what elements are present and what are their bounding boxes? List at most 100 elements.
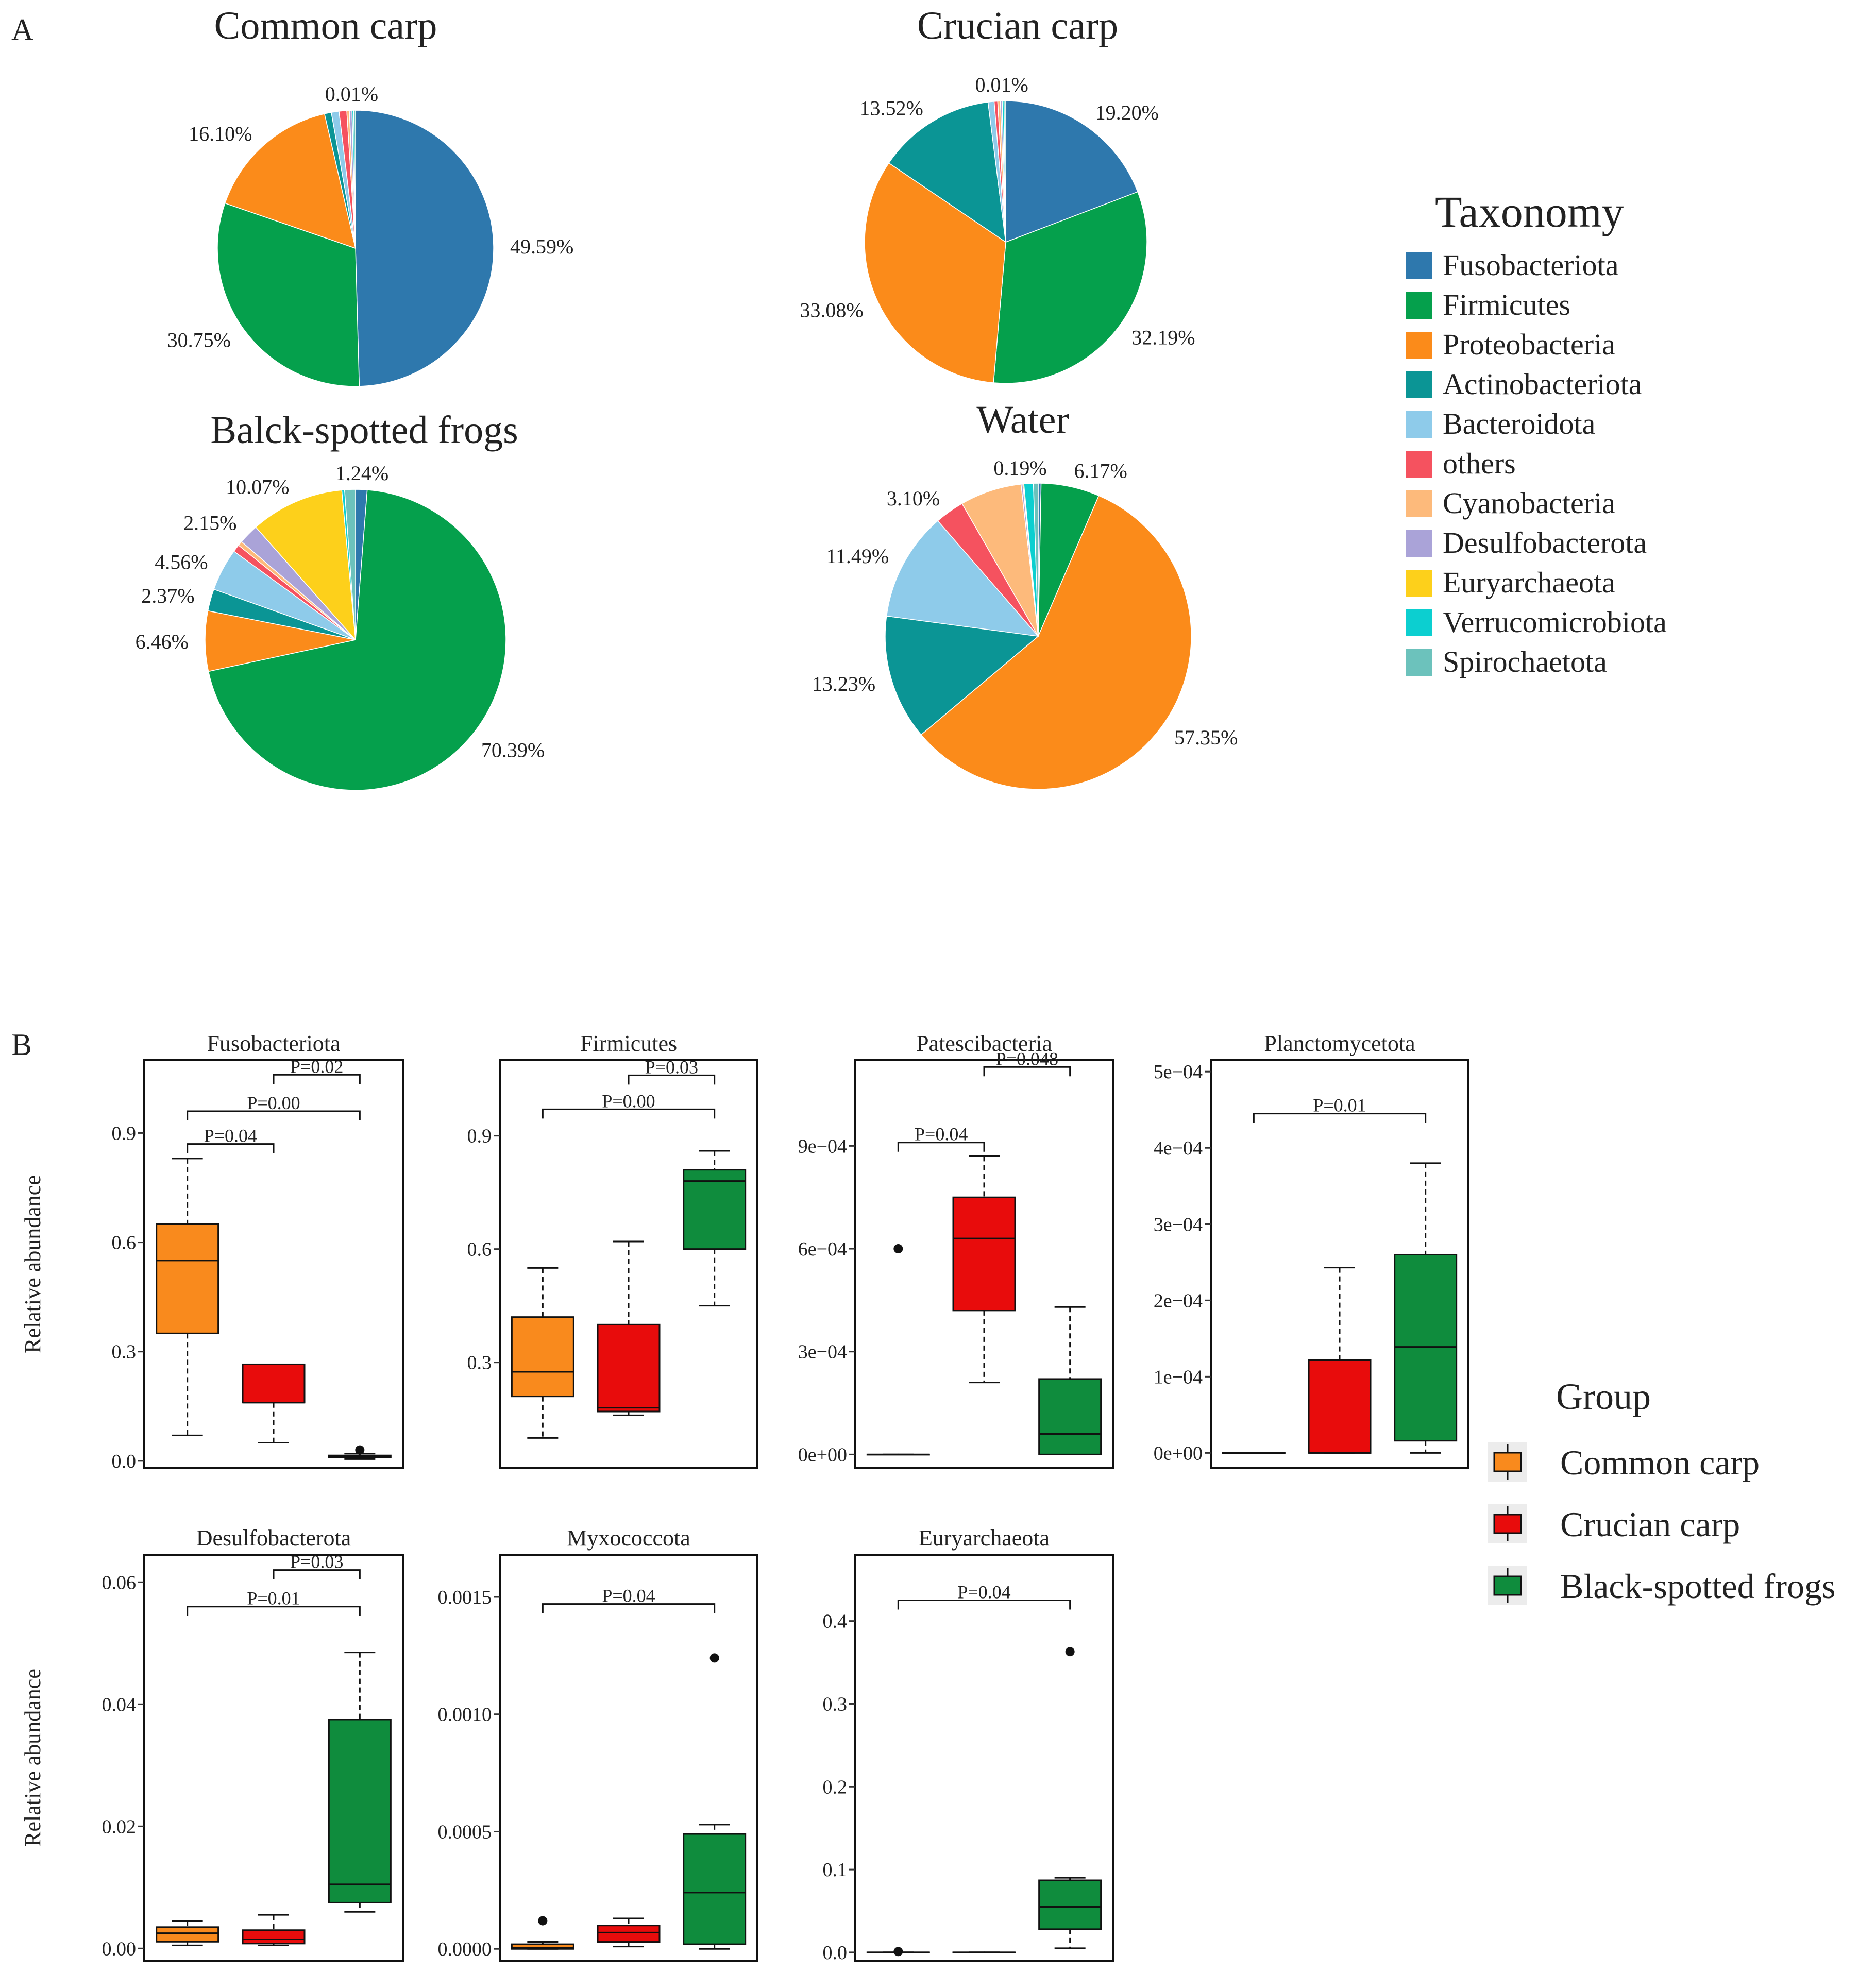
y-tick-label: 4e−04 xyxy=(1154,1137,1203,1159)
pie-slice-firmicutes xyxy=(208,489,506,791)
plot-frame xyxy=(143,1059,404,1469)
box-common-carp xyxy=(866,1947,930,1957)
box-black-spotted-frogs xyxy=(1394,1162,1458,1454)
boxplot-title: Desulfobacterota xyxy=(196,1525,351,1551)
significance-bracket xyxy=(187,1606,361,1616)
pie-label: 2.15% xyxy=(183,511,236,534)
significance-bracket xyxy=(1253,1113,1427,1123)
boxplot-title: Patescibacteria xyxy=(916,1031,1052,1056)
pie-title: Balck-spotted frogs xyxy=(210,409,518,452)
boxplot-euryarchaeota: Euryarchaeota 0.0 0.1 0.2 0.3 0.4 P=0.04 xyxy=(823,1525,1114,1964)
pie-label: 13.23% xyxy=(812,672,875,695)
y-tick-label: 0.00 xyxy=(102,1938,137,1960)
box-black-spotted-frogs xyxy=(1038,1306,1102,1455)
boxplot-planctomycetota: Planctomycetota 0e+00 1e−04 2e−04 3e−04 4e−04… xyxy=(1154,1031,1469,1469)
y-tick-label: 0.06 xyxy=(102,1572,137,1593)
pie-label: 30.75% xyxy=(167,328,231,351)
legend-swatch-spirochaetota xyxy=(1406,649,1432,676)
pie-label: 70.39% xyxy=(481,738,545,761)
legend-swatch-bacteroidota xyxy=(1406,411,1432,438)
y-tick-label: 0.4 xyxy=(823,1611,848,1633)
box-iqr xyxy=(511,1943,574,1950)
legend-label-cyanobacteria: Cyanobacteria xyxy=(1443,486,1615,520)
pie-label: 11.49% xyxy=(826,545,889,568)
box-crucian-carp xyxy=(242,1363,306,1443)
box-crucian-carp xyxy=(1308,1267,1372,1454)
panel-label-a: A xyxy=(11,13,33,47)
pie-label: 49.59% xyxy=(510,235,573,258)
y-tick-label: 2e−04 xyxy=(1154,1290,1203,1312)
group-legend-title: Group xyxy=(1556,1376,1651,1417)
box-crucian-carp xyxy=(952,1951,1016,1953)
box-iqr xyxy=(683,1169,747,1250)
legend-label-bacteroidota: Bacteroidota xyxy=(1443,407,1595,440)
pie-label: 3.10% xyxy=(887,487,940,510)
pie-slice-euryarchaeota xyxy=(255,489,356,641)
legend-label-verrucomicrobiota: Verrucomicrobiota xyxy=(1443,605,1667,639)
legend-swatch-black-spotted-frogs xyxy=(1493,1575,1522,1596)
pie-slice-proteobacteria xyxy=(864,162,1006,383)
plot-frame xyxy=(854,1059,1114,1469)
box-crucian-carp xyxy=(597,1917,661,1948)
pie-common-carp: Common carp 49.59% 30.75% 16.10% 0.01% xyxy=(167,4,573,387)
pie-slice-firmicutes xyxy=(217,202,360,387)
legend-swatch-proteobacteria xyxy=(1406,332,1432,359)
box-common-carp xyxy=(156,1158,219,1436)
group-legend: Group Common carp Crucian carp Black-spott… xyxy=(1488,1376,1835,1606)
y-tick-label: 0.0010 xyxy=(438,1704,492,1726)
pie-label: 1.24% xyxy=(335,462,388,485)
pie-charts: Common carp49.59%30.75%16.10%0.01%Crucia… xyxy=(136,4,1238,791)
legend-label-black-spotted-frogs: Black-spotted frogs xyxy=(1560,1567,1835,1606)
pie-slice-spirochaetota xyxy=(1033,483,1039,637)
p-value-label: P=0.048 xyxy=(996,1048,1058,1069)
y-tick-label: 3e−04 xyxy=(798,1341,847,1363)
p-value-label: P=0.03 xyxy=(290,1552,343,1572)
y-axis-label: Relative abundance xyxy=(20,1175,45,1353)
boxplot-title: Planctomycetota xyxy=(1264,1031,1415,1056)
box-iqr xyxy=(242,1929,306,1945)
pie-label: 13.52% xyxy=(859,96,923,120)
legend-label-spirochaetota: Spirochaetota xyxy=(1443,645,1607,678)
legend-swatch-actinobacteriota xyxy=(1406,371,1432,398)
pie-label: 0.01% xyxy=(325,82,378,106)
box-black-spotted-frogs xyxy=(683,1150,747,1307)
box-plots: Fusobacteriota 0.0 0.3 0.6 0.9 Relative abund… xyxy=(20,1031,1469,1964)
box-iqr xyxy=(1308,1359,1372,1454)
significance-bracket xyxy=(897,1599,1071,1610)
significance-bracket xyxy=(983,1066,1071,1077)
y-tick-label: 5e−04 xyxy=(1154,1061,1203,1083)
pie-slice-bacteroidota xyxy=(886,520,1039,637)
box-iqr xyxy=(1038,1879,1102,1930)
p-value-label: P=0.04 xyxy=(204,1126,257,1146)
plot-frame xyxy=(143,1554,404,1962)
pie-label: 2.37% xyxy=(141,584,194,607)
p-value-label: P=0.04 xyxy=(602,1586,655,1606)
boxplot-title: Euryarchaeota xyxy=(919,1525,1050,1551)
y-tick-label: 0.0000 xyxy=(438,1939,492,1960)
p-value-label: P=0.04 xyxy=(915,1124,968,1145)
legend-label-desulfobacterota: Desulfobacterota xyxy=(1443,526,1647,559)
legend-swatch-verrucomicrobiota xyxy=(1406,609,1432,636)
legend-swatch-firmicutes xyxy=(1406,292,1432,319)
box-common-carp xyxy=(511,1267,574,1439)
pie-label: 0.01% xyxy=(975,73,1028,96)
significance-bracket xyxy=(897,1142,985,1152)
box-iqr xyxy=(156,1926,219,1943)
plot-frame xyxy=(499,1059,758,1469)
pie-label: 19.20% xyxy=(1095,101,1159,124)
pie-label: 6.17% xyxy=(1074,459,1127,482)
p-value-label: P=0.01 xyxy=(1313,1095,1366,1116)
legend-label-others: others xyxy=(1443,447,1516,480)
legend-label-common-carp: Common carp xyxy=(1560,1443,1760,1482)
box-crucian-carp xyxy=(242,1914,306,1946)
box-iqr xyxy=(1038,1378,1102,1455)
pie-slice-fusobacteriota xyxy=(1005,100,1138,243)
y-tick-label: 0.2 xyxy=(823,1776,848,1798)
plot-frame xyxy=(499,1554,758,1962)
pie-slice-proteobacteria xyxy=(920,495,1192,790)
p-value-label: P=0.04 xyxy=(957,1582,1010,1602)
boxplot-desulfobacterota: Desulfobacterota 0.00 0.02 0.04 0.06 Relative… xyxy=(20,1525,404,1962)
significance-bracket xyxy=(628,1074,716,1085)
pie-slice-actinobacteriota xyxy=(888,101,1006,243)
pie-label: 6.46% xyxy=(136,630,189,653)
